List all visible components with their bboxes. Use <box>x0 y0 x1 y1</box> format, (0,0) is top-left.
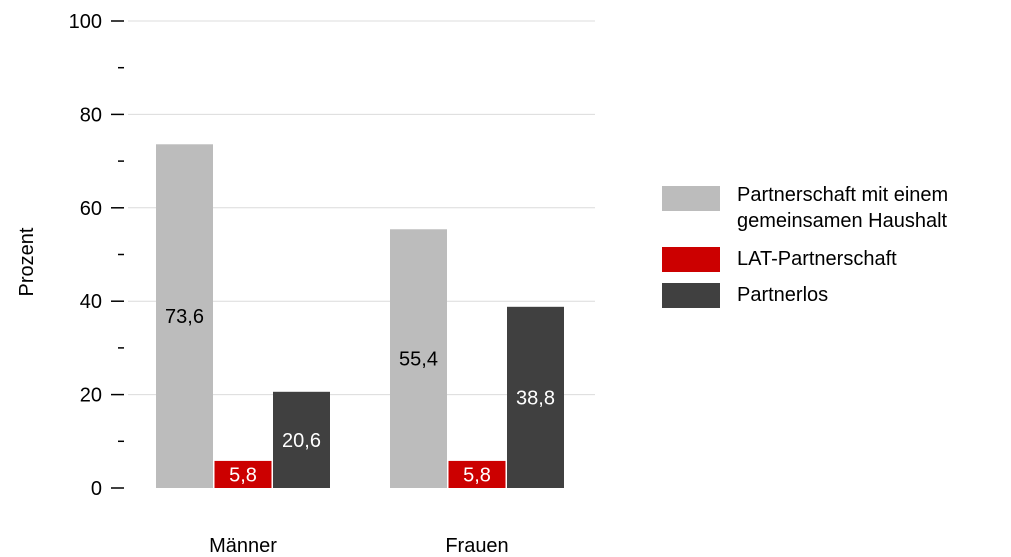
bar-partnerlos-frauen <box>507 306 564 488</box>
bars <box>156 144 564 489</box>
y-tick-label: 60 <box>80 198 102 220</box>
y-tick-label: 100 <box>69 11 102 33</box>
x-axis: Männer Frauen <box>209 535 509 557</box>
bar-shared-household-frauen <box>390 229 447 489</box>
data-label: 38,8 <box>516 387 555 409</box>
legend-label-partnerlos: Partnerlos <box>737 284 829 306</box>
y-tick-label: 40 <box>80 291 102 313</box>
data-label: 5,8 <box>229 464 257 486</box>
y-tick-label: 0 <box>91 478 102 500</box>
y-tick-label: 80 <box>80 104 102 126</box>
legend-item-shared-household: Partnerschaft mit einem gemeinsamen Haus… <box>662 182 1007 234</box>
y-tick-label: 20 <box>80 385 102 407</box>
x-category-label: Frauen <box>445 535 508 557</box>
legend-swatch-lat <box>662 247 720 272</box>
legend: Partnerschaft mit einem gemeinsamen Haus… <box>662 182 1007 318</box>
bar-lat-maenner <box>214 460 272 488</box>
x-category-label: Männer <box>209 535 277 557</box>
data-label: 73,6 <box>165 306 204 328</box>
bar-partnerlos-maenner <box>273 391 330 488</box>
legend-label-line1: Partnerschaft mit einem <box>737 184 949 206</box>
legend-label-lat: LAT-Partnerschaft <box>737 248 897 270</box>
legend-swatch-partnerlos <box>662 283 720 308</box>
legend-item-partnerlos: Partnerlos <box>662 282 1007 308</box>
legend-item-lat: LAT-Partnerschaft <box>662 246 1007 272</box>
y-axis: 0 20 40 60 80 100 <box>69 11 124 500</box>
bar-lat-frauen <box>448 460 506 488</box>
data-label: 5,8 <box>463 464 491 486</box>
legend-label-line2: gemeinsamen Haushalt <box>737 210 948 232</box>
data-label: 20,6 <box>282 430 321 452</box>
bar-shared-household-maenner <box>156 144 213 488</box>
data-label: 55,4 <box>399 349 438 371</box>
data-labels: 73,6 55,4 5,8 5,8 20,6 38,8 <box>165 306 555 486</box>
legend-swatch-shared-household <box>662 186 720 211</box>
y-axis-title: Prozent <box>16 227 38 296</box>
